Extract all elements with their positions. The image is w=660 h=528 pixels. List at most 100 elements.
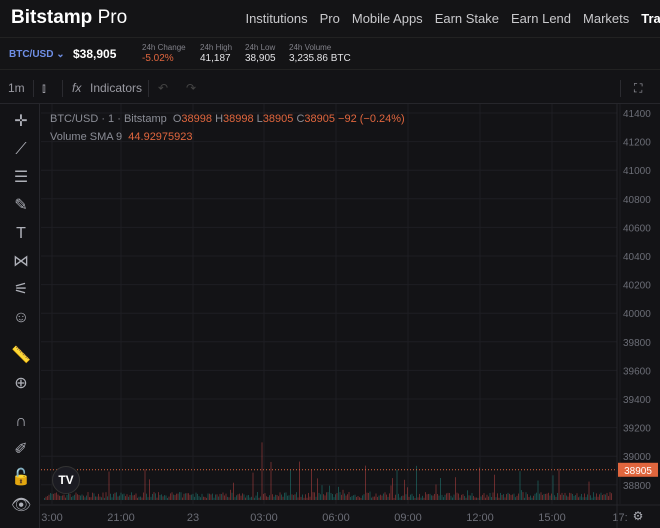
volume-bar [188, 493, 189, 500]
volume-bar [596, 493, 597, 500]
price-tick: 40200 [623, 281, 651, 292]
volume-bar [122, 494, 123, 500]
top-header: Bitstamp Pro Institutions Pro Mobile Apps E… [0, 0, 660, 38]
volume-bar [413, 496, 414, 500]
volume-bar [71, 497, 72, 500]
volume-bar [116, 492, 117, 500]
volume-bar [434, 493, 435, 500]
volume-bar [482, 494, 483, 500]
volume-bar [527, 494, 528, 500]
trendline-icon[interactable]: ⟋ [15, 141, 27, 158]
volume-bar [386, 494, 387, 500]
volume-bar [507, 492, 509, 500]
volume-bar [104, 497, 105, 500]
volume-bar [261, 442, 263, 500]
volume-bar [537, 480, 539, 500]
emoji-icon[interactable]: ☺ [12, 309, 30, 326]
volume-bar [458, 493, 459, 500]
lock-icon[interactable]: 🔓 [11, 469, 31, 486]
volume-bar [299, 461, 300, 500]
volume-bar [251, 496, 252, 500]
volume-bar [234, 497, 236, 500]
fullscreen-icon[interactable]: ⛶ [634, 81, 643, 95]
volume-bar [47, 496, 48, 500]
bitstamp-logo[interactable]: Bitstamp Pro [11, 7, 128, 28]
indicators-button[interactable]: Indicators [90, 81, 143, 95]
volume-bar [293, 495, 294, 500]
volume-bar [329, 485, 330, 500]
volume-bar [105, 492, 107, 500]
volume-bar [509, 493, 510, 500]
volume-bar [182, 497, 183, 500]
volume-bar [435, 484, 437, 500]
volume-bar [572, 494, 573, 500]
volume-bar [143, 492, 144, 500]
volume-bar [360, 497, 362, 500]
eye-icon[interactable]: 👁 [11, 497, 32, 514]
volume-bar [198, 496, 200, 500]
volume-bar [573, 495, 575, 500]
text-icon[interactable]: T [16, 225, 26, 242]
volume-bar [161, 494, 162, 500]
interval-button[interactable]: 1m [8, 81, 25, 95]
lock-drawing-icon[interactable]: ✐ [14, 441, 28, 458]
volume-bar [365, 465, 366, 500]
volume-bar [111, 497, 113, 500]
prediction-icon[interactable]: ⚟ [13, 281, 29, 298]
last-price: $38,905 [73, 47, 117, 61]
volume-bar [375, 493, 377, 500]
volume-bar [599, 494, 600, 500]
volume-bar [44, 497, 45, 500]
volume-bar [494, 474, 495, 500]
volume-bar [140, 496, 141, 500]
volume-bar [597, 496, 599, 500]
zoom-in-icon[interactable]: ⊕ [14, 375, 28, 392]
volume-bar [510, 494, 512, 500]
nav-item[interactable]: Earn Lend [511, 11, 572, 26]
volume-bar [536, 492, 537, 500]
volume-bar [194, 496, 195, 500]
volume-bar [278, 496, 279, 500]
settings-icon[interactable]: ⚙ [633, 509, 644, 523]
volume-bar [93, 493, 95, 500]
volume-bar [410, 494, 411, 500]
crosshair-icon[interactable]: ✛ [14, 113, 28, 130]
candles-icon[interactable]: ⫾ [42, 81, 46, 95]
undo-icon[interactable]: ↶ [158, 81, 169, 95]
nav-item[interactable]: Institutions [245, 11, 308, 26]
nav-item[interactable]: Pro [319, 11, 340, 26]
volume-bar [521, 490, 522, 500]
volume-bar [162, 496, 164, 500]
volume-bar [414, 497, 416, 500]
volume-bar [359, 497, 360, 500]
nav-item[interactable]: Earn Stake [434, 11, 500, 26]
brush-icon[interactable]: ✎ [14, 197, 28, 214]
volume-bar [401, 496, 402, 500]
ruler-icon[interactable]: 📏 [11, 347, 31, 364]
volume-bar [590, 495, 591, 500]
volume-bar [132, 495, 134, 500]
volume-bar [363, 494, 365, 500]
volume-bar [342, 489, 344, 500]
price-tick: 39000 [623, 452, 651, 463]
nav-item[interactable]: Mobile Apps [351, 11, 423, 26]
fib-icon[interactable]: ☰ [13, 169, 29, 186]
fx-icon[interactable]: fx [72, 81, 82, 95]
magnet-icon[interactable]: ∩ [15, 413, 27, 430]
pattern-icon[interactable]: ⋈ [13, 253, 29, 270]
volume-bar [192, 493, 194, 500]
redo-icon[interactable]: ↷ [186, 81, 197, 95]
volume-bar [237, 494, 239, 500]
volume-bar [167, 497, 168, 500]
plot-area [41, 104, 617, 504]
volume-bar [426, 494, 428, 500]
stat-change: 24h Change -5.02% [142, 43, 186, 64]
pair-selector[interactable]: BTC/USD ⌄ [9, 49, 65, 60]
tradingview-logo[interactable]: TV [52, 466, 80, 494]
nav-item[interactable]: Trac [641, 11, 660, 26]
volume-bar [224, 495, 225, 500]
nav-item[interactable]: Markets [583, 11, 630, 26]
volume-bar [585, 497, 587, 500]
volume-bar [80, 495, 81, 500]
